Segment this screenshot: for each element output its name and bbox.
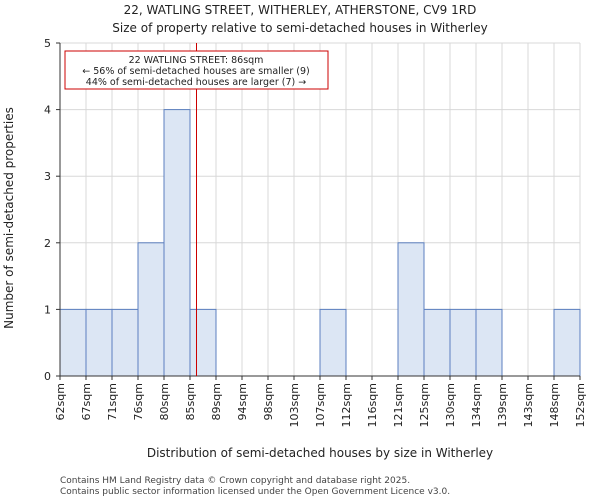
x-tick-label: 134sqm — [470, 383, 483, 427]
x-tick-label: 80sqm — [158, 383, 171, 420]
histogram-bar — [475, 308, 503, 377]
y-tick-label: 5 — [44, 37, 51, 50]
x-tick-label: 103sqm — [288, 383, 301, 427]
x-tick-label: 62sqm — [54, 383, 67, 420]
x-tick-label: 130sqm — [444, 383, 457, 427]
histogram-bar — [423, 308, 451, 377]
histogram-bar — [449, 308, 477, 377]
histogram-bar — [189, 308, 217, 377]
y-tick-label: 1 — [44, 303, 51, 316]
x-tick-label: 112sqm — [340, 383, 353, 427]
annotation-line1: 22 WATLING STREET: 86sqm — [129, 55, 264, 66]
x-tick-label: 89sqm — [210, 383, 223, 420]
x-tick-label: 121sqm — [392, 383, 405, 427]
histogram-bar — [553, 308, 581, 377]
y-tick-label: 2 — [44, 237, 51, 250]
x-tick-label: 152sqm — [574, 383, 587, 427]
annotation-border — [64, 50, 329, 90]
histogram-bar — [319, 308, 347, 377]
x-tick-label: 148sqm — [548, 383, 561, 427]
footer-line1: Contains HM Land Registry data © Crown c… — [60, 476, 410, 486]
footer-line2: Contains public sector information licen… — [60, 487, 450, 497]
histogram-bar — [397, 242, 425, 377]
y-tick-label: 4 — [44, 104, 51, 117]
x-axis-label: Distribution of semi-detached houses by … — [147, 446, 493, 460]
y-tick-label: 3 — [44, 170, 51, 183]
chart-title-line2: Size of property relative to semi-detach… — [112, 21, 487, 35]
x-tick-label: 116sqm — [366, 383, 379, 427]
x-tick-label: 143sqm — [522, 383, 535, 427]
x-tick-label: 67sqm — [80, 383, 93, 420]
y-axis-label: Number of semi-detached properties — [2, 107, 16, 329]
x-tick-label: 85sqm — [184, 383, 197, 420]
histogram-bar — [85, 308, 113, 377]
chart-title-line1: 22, WATLING STREET, WITHERLEY, ATHERSTON… — [124, 3, 477, 17]
annotation-line3: 44% of semi-detached houses are larger (… — [86, 77, 306, 88]
x-tick-label: 98sqm — [262, 383, 275, 420]
x-tick-label: 76sqm — [132, 383, 145, 420]
histogram-bar — [111, 308, 139, 377]
histogram-bar — [59, 308, 87, 377]
axes: 0 1 2 3 4 5 62sqm 67sqm 71sqm 76sqm 80sqm 85sqm 89sq… — [44, 37, 587, 427]
x-tick-label: 107sqm — [314, 383, 327, 427]
x-tick-label: 125sqm — [418, 383, 431, 427]
y-tick-label: 0 — [44, 370, 51, 383]
annotation-box: 22 WATLING STREET: 86sqm ← 56% of semi-d… — [64, 50, 329, 90]
histogram-bar — [137, 242, 165, 377]
x-tick-label: 94sqm — [236, 383, 249, 420]
annotation-line2: ← 56% of semi-detached houses are smalle… — [82, 66, 310, 77]
histogram-bar — [163, 109, 191, 377]
x-tick-label: 71sqm — [106, 383, 119, 420]
x-tick-label: 139sqm — [496, 383, 509, 427]
